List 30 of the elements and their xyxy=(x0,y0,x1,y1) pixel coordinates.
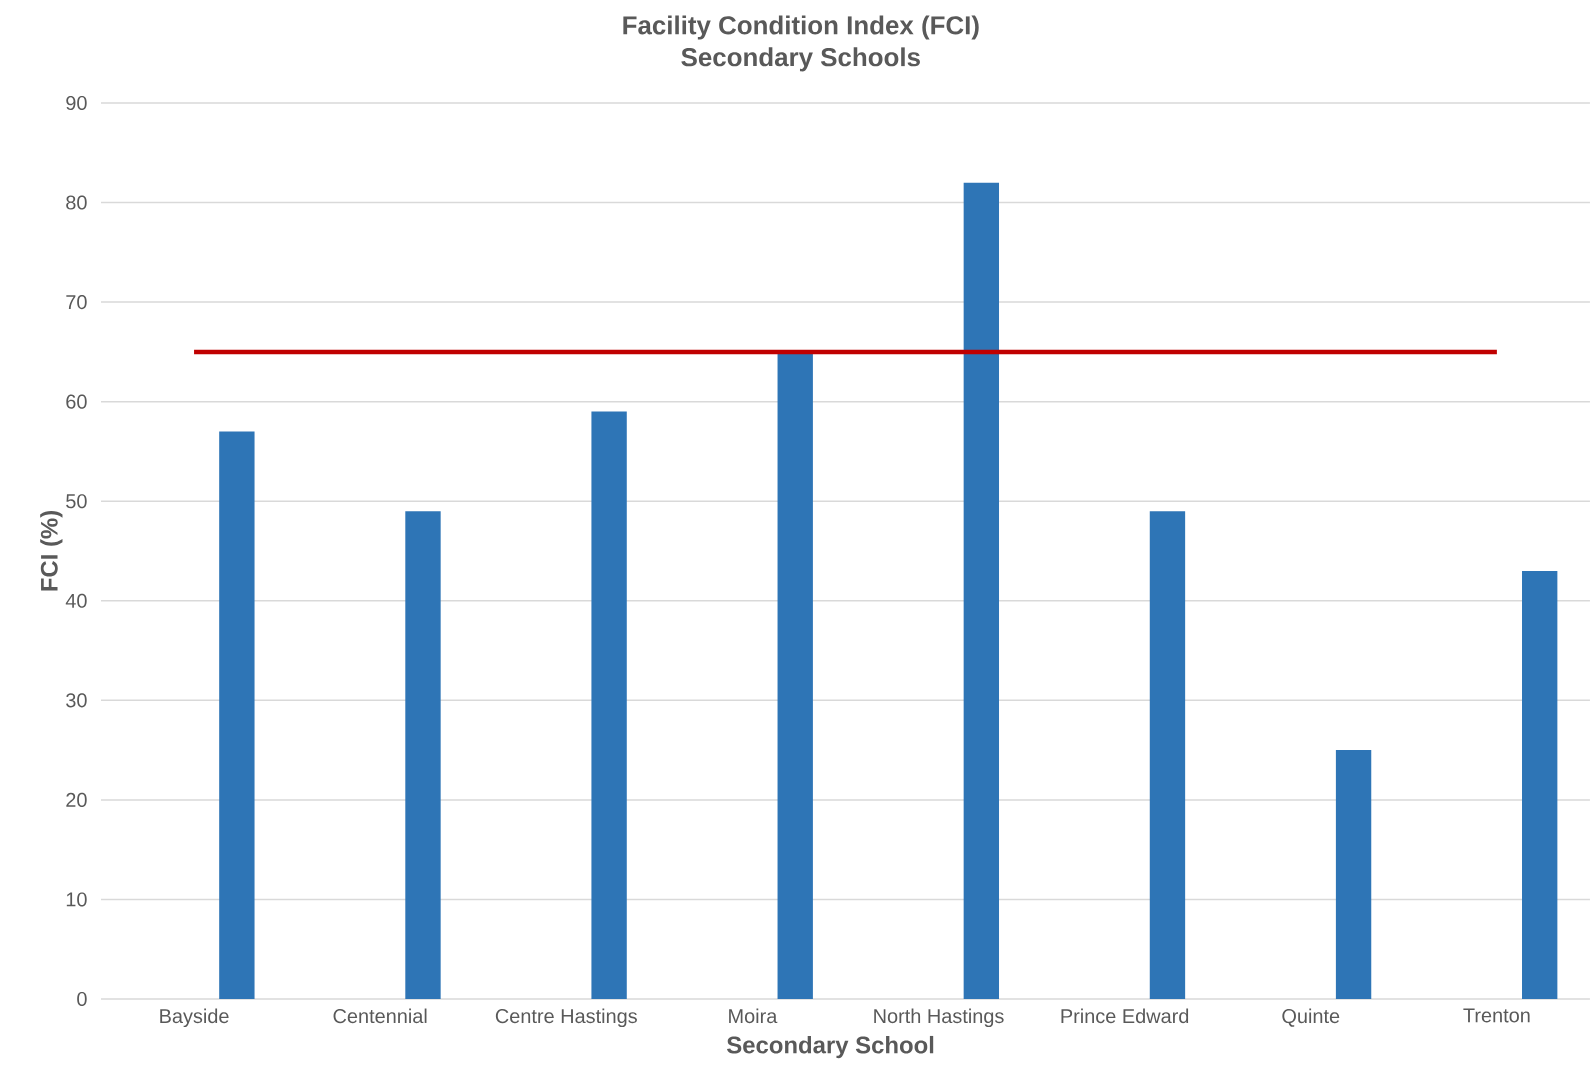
chart-title: Facility Condition Index (FCI) xyxy=(623,15,979,40)
y-tick-label: 50 xyxy=(66,494,87,509)
y-tick-label: 40 xyxy=(65,593,87,608)
bar xyxy=(963,182,1000,999)
x-tick-label: Quinte xyxy=(1282,1008,1340,1027)
bar xyxy=(1335,750,1372,999)
y-tick-label: 60 xyxy=(66,394,87,409)
x-tick-label: Bayside xyxy=(160,1008,229,1028)
y-tick-label: 90 xyxy=(66,95,87,111)
bar xyxy=(1149,511,1186,999)
y-tick-label: 10 xyxy=(66,892,87,907)
bar xyxy=(777,351,813,999)
x-tick-label: Centre Hastings xyxy=(495,1008,637,1028)
y-tick-label: 70 xyxy=(66,295,87,310)
chart-subtitle: Secondary Schools xyxy=(681,47,920,72)
y-tick-label: 0 xyxy=(77,991,87,1007)
x-tick-label: North Hastings xyxy=(874,1008,1004,1028)
x-tick-label: Moira xyxy=(729,1008,778,1024)
x-tick-label: Centennial xyxy=(333,1008,427,1024)
y-axis-title: FCI (%) xyxy=(40,511,63,591)
x-tick-label: Trenton xyxy=(1463,1008,1530,1023)
bar xyxy=(405,511,441,999)
y-tick-label: 30 xyxy=(66,693,87,708)
x-axis-title: Secondary School xyxy=(726,1035,934,1059)
bar xyxy=(1522,570,1558,999)
bar xyxy=(591,411,627,999)
y-tick-label: 80 xyxy=(66,195,87,210)
bar xyxy=(219,431,255,999)
y-tick-label: 20 xyxy=(66,792,87,807)
x-tick-label: Prince Edward xyxy=(1061,1008,1189,1024)
